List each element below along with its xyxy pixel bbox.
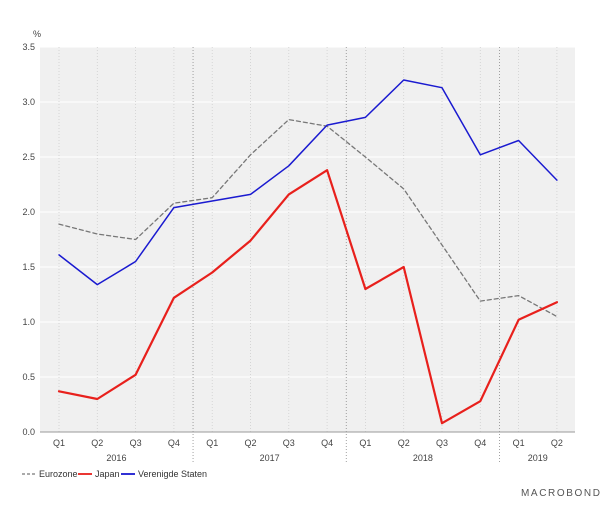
x-tick-label: Q1 <box>53 438 65 448</box>
year-label: 2018 <box>413 453 433 463</box>
x-tick-label: Q1 <box>513 438 525 448</box>
series-layer <box>57 79 559 425</box>
x-tick-label: Q3 <box>436 438 448 448</box>
x-tick-label: Q2 <box>551 438 563 448</box>
series-line-japan <box>57 169 559 425</box>
x-tick-label: Q1 <box>206 438 218 448</box>
brand-logo: MACROBOND <box>521 488 602 499</box>
x-tick-label: Q4 <box>321 438 333 448</box>
y-tick-label: 0.5 <box>22 372 35 382</box>
y-tick-label: 1.5 <box>22 262 35 272</box>
x-tick-label: Q1 <box>359 438 371 448</box>
y-tick-label: 2.0 <box>22 207 35 217</box>
axis-layer: 0.0 0.5 1.0 1.5 2.0 2.5 3.0 3.5 Q1 Q2 Q3 Q4 Q1 Q2 Q3 Q4… <box>22 42 575 463</box>
legend-label-verenigde-staten: Verenigde Staten <box>138 469 207 479</box>
year-label: 2017 <box>260 453 280 463</box>
legend: Eurozone Japan Verenigde Staten <box>22 469 207 479</box>
grid-layer <box>40 46 575 462</box>
series-line-verenigde-staten <box>58 79 558 286</box>
y-tick-label: 3.5 <box>22 42 35 52</box>
x-tick-label: Q2 <box>398 438 410 448</box>
year-label: 2016 <box>106 453 126 463</box>
x-tick-label: Q3 <box>283 438 295 448</box>
y-unit-label: % <box>33 29 41 39</box>
y-tick-label: 1.0 <box>22 317 35 327</box>
x-tick-label: Q2 <box>91 438 103 448</box>
x-tick-label: Q3 <box>130 438 142 448</box>
y-tick-label: 3.0 <box>22 97 35 107</box>
legend-label-eurozone: Eurozone <box>39 469 78 479</box>
year-label: 2019 <box>528 453 548 463</box>
y-tick-label: 2.5 <box>22 152 35 162</box>
x-tick-label: Q4 <box>474 438 486 448</box>
series-line-eurozone <box>58 118 558 318</box>
legend-label-japan: Japan <box>95 469 120 479</box>
y-tick-label: 0.0 <box>22 427 35 437</box>
plot-background <box>40 47 575 432</box>
x-tick-label: Q4 <box>168 438 180 448</box>
x-tick-label: Q2 <box>244 438 256 448</box>
